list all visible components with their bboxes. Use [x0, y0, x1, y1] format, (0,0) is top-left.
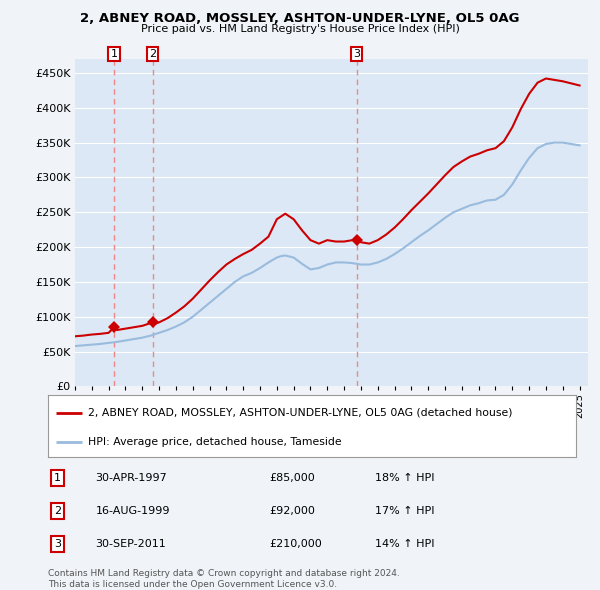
Text: 2: 2 [54, 506, 61, 516]
Text: 2: 2 [149, 49, 156, 59]
Text: 16-AUG-1999: 16-AUG-1999 [95, 506, 170, 516]
Text: Price paid vs. HM Land Registry's House Price Index (HPI): Price paid vs. HM Land Registry's House … [140, 24, 460, 34]
Text: £92,000: £92,000 [270, 506, 316, 516]
Text: 14% ↑ HPI: 14% ↑ HPI [376, 539, 435, 549]
Text: 1: 1 [110, 49, 118, 59]
Text: 30-APR-1997: 30-APR-1997 [95, 473, 167, 483]
Text: 3: 3 [353, 49, 360, 59]
Text: HPI: Average price, detached house, Tameside: HPI: Average price, detached house, Tame… [88, 437, 341, 447]
Text: 30-SEP-2011: 30-SEP-2011 [95, 539, 166, 549]
Text: £85,000: £85,000 [270, 473, 316, 483]
Text: 3: 3 [54, 539, 61, 549]
Text: 1: 1 [54, 473, 61, 483]
Text: Contains HM Land Registry data © Crown copyright and database right 2024.
This d: Contains HM Land Registry data © Crown c… [48, 569, 400, 589]
Text: 2, ABNEY ROAD, MOSSLEY, ASHTON-UNDER-LYNE, OL5 0AG (detached house): 2, ABNEY ROAD, MOSSLEY, ASHTON-UNDER-LYN… [88, 408, 512, 418]
Text: 2, ABNEY ROAD, MOSSLEY, ASHTON-UNDER-LYNE, OL5 0AG: 2, ABNEY ROAD, MOSSLEY, ASHTON-UNDER-LYN… [80, 12, 520, 25]
Text: £210,000: £210,000 [270, 539, 323, 549]
Text: 18% ↑ HPI: 18% ↑ HPI [376, 473, 435, 483]
Text: 17% ↑ HPI: 17% ↑ HPI [376, 506, 435, 516]
